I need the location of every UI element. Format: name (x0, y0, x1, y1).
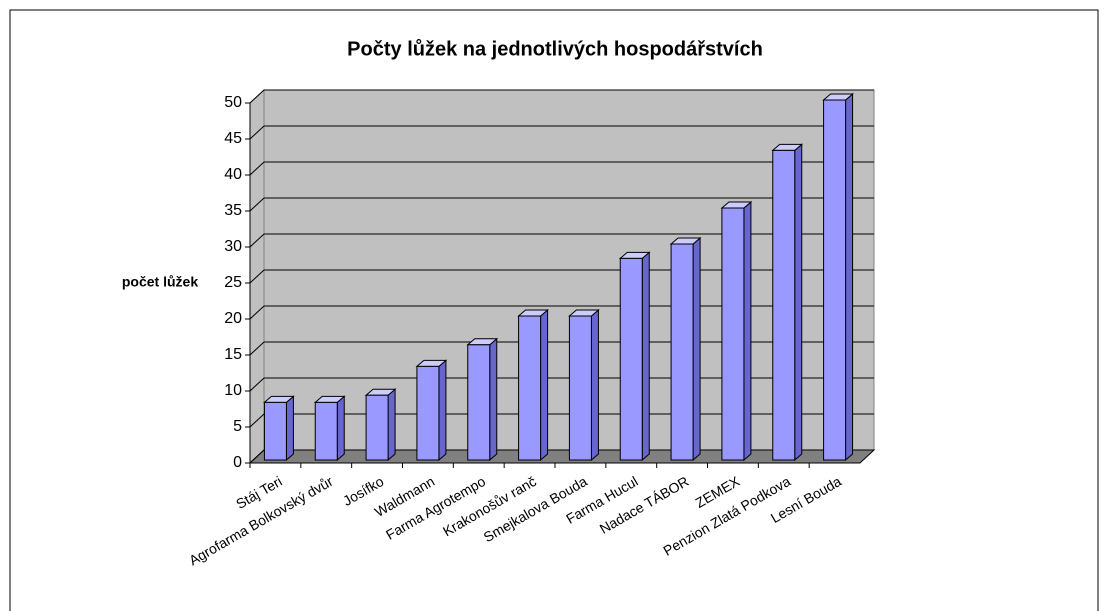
bar-side (540, 308, 549, 462)
bar (823, 99, 847, 461)
bar (263, 401, 287, 461)
bar-side (489, 337, 498, 462)
bar-side (438, 359, 447, 462)
y-tick-label: 20 (224, 310, 242, 327)
grid-line (249, 125, 265, 140)
bar (619, 257, 643, 461)
grid-line (249, 413, 265, 428)
bar-side (794, 143, 803, 462)
bar (772, 149, 796, 461)
grid-line (249, 449, 265, 464)
bar (518, 315, 542, 461)
bar-side (692, 236, 701, 462)
y-tick-label: 35 (224, 202, 242, 219)
bar-side (845, 92, 854, 462)
y-tick-label: 25 (224, 274, 242, 291)
y-axis-label: počet lůžek (122, 274, 198, 290)
bar-side (743, 200, 752, 462)
bar-side (336, 395, 345, 462)
y-tick-label: 10 (224, 382, 242, 399)
bar (568, 315, 592, 461)
y-tick-label: 50 (224, 94, 242, 111)
bar (416, 365, 440, 461)
y-tick-label: 40 (224, 166, 242, 183)
chart-title: Počty lůžek na jednotlivých hospodářství… (347, 38, 763, 60)
bar (721, 207, 745, 461)
bar (314, 401, 338, 461)
bar-side (641, 251, 650, 462)
bar (365, 394, 389, 461)
bar (467, 344, 491, 461)
grid-line (249, 197, 265, 212)
grid-line (249, 89, 265, 104)
grid-line (249, 269, 265, 284)
y-tick-label: 0 (233, 454, 242, 471)
y-tick-label: 15 (224, 346, 242, 363)
bar-side (387, 388, 396, 462)
bar-side (590, 308, 599, 462)
grid-line (249, 341, 265, 356)
y-tick-label: 5 (233, 418, 242, 435)
y-tick-label: 30 (224, 238, 242, 255)
grid-line (249, 161, 265, 176)
grid-line (249, 233, 265, 248)
bar (670, 243, 694, 461)
bar-side (285, 395, 294, 462)
y-tick-label: 45 (224, 130, 242, 147)
grid-line (249, 305, 265, 320)
grid-line (249, 377, 265, 392)
